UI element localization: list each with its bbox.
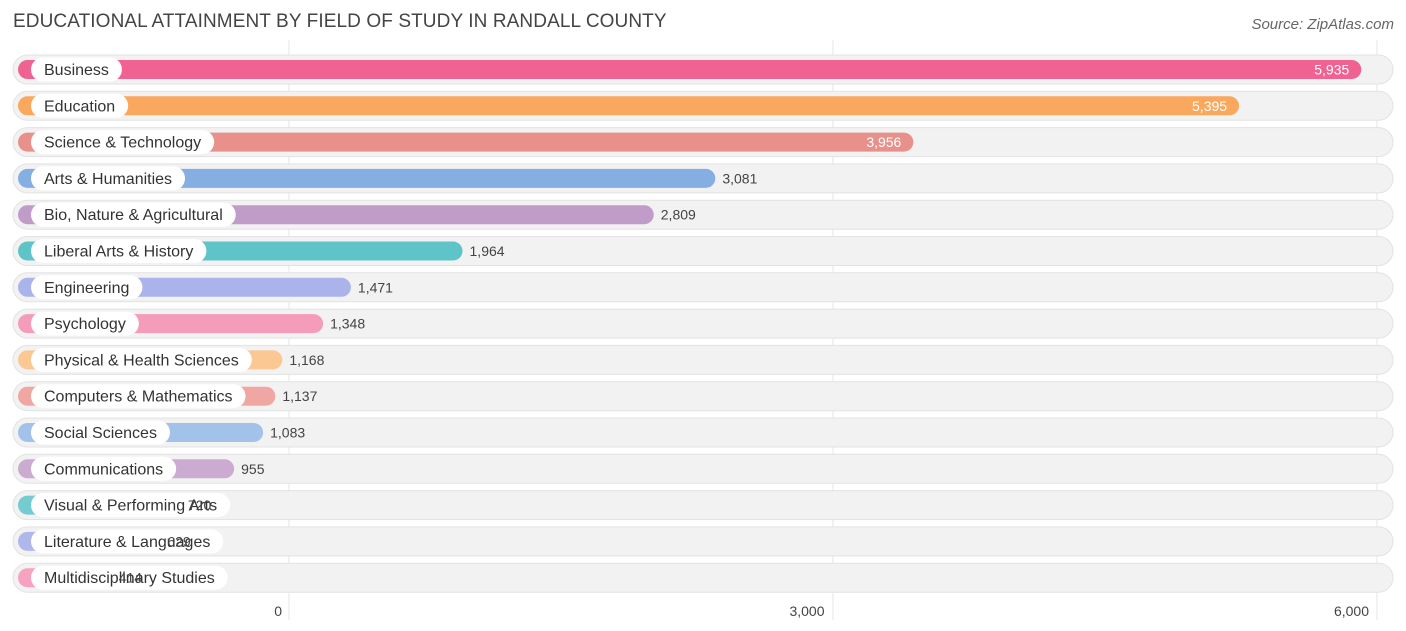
category-label-pill — [31, 202, 236, 227]
category-label: Education — [44, 98, 115, 115]
category-label-pill — [31, 384, 246, 409]
bar-track — [12, 344, 1394, 375]
category-label: Arts & Humanities — [44, 171, 172, 188]
category-label-pill — [31, 529, 224, 554]
value-label: 629 — [167, 533, 191, 549]
bar-row: Science & Technology 3,956 — [12, 127, 1394, 158]
chart-title: EDUCATIONAL ATTAINMENT BY FIELD OF STUDY… — [13, 11, 667, 32]
category-label: Computers & Mathematics — [44, 389, 233, 406]
bar-row: Communications 955 — [12, 453, 1394, 484]
category-label-pill — [31, 347, 252, 372]
category-label-pill — [31, 565, 228, 590]
bar-row: Engineering 1,471 — [12, 272, 1394, 303]
category-label: Multidisciplinary Studies — [44, 570, 215, 587]
bar-track — [12, 526, 1394, 557]
bar-track — [12, 308, 1394, 339]
value-label: 2,809 — [661, 207, 696, 223]
category-label: Social Sciences — [44, 425, 157, 442]
bar-track — [12, 453, 1394, 484]
category-label: Physical & Health Sciences — [44, 352, 239, 369]
value-label: 1,348 — [330, 316, 365, 332]
bar — [18, 96, 1240, 116]
bar-row: Computers & Mathematics 1,137 — [12, 381, 1394, 412]
value-label: 955 — [241, 461, 265, 477]
bar-row: Bio, Nature & Agricultural 2,809 — [12, 199, 1394, 230]
bar-track — [12, 381, 1394, 412]
x-tick-label: 0 — [274, 603, 282, 619]
bar-row: Arts & Humanities 3,081 — [12, 163, 1394, 194]
bar-row: Psychology 1,348 — [12, 308, 1394, 339]
bar-track — [12, 417, 1394, 448]
category-label-pill — [31, 130, 215, 155]
category-label: Liberal Arts & History — [44, 244, 193, 261]
bar-row: Social Sciences 1,083 — [12, 417, 1394, 448]
category-label: Bio, Nature & Agricultural — [44, 207, 223, 224]
value-label: 1,168 — [289, 352, 324, 368]
value-label: 5,935 — [1314, 62, 1349, 78]
chart-source: Source: ZipAtlas.com — [1251, 16, 1394, 33]
value-label: 1,964 — [470, 243, 505, 259]
category-label: Literature & Languages — [44, 534, 210, 551]
category-label: Science & Technology — [44, 135, 201, 152]
category-label-pill — [31, 275, 143, 300]
category-label-pill — [31, 311, 139, 336]
bar-track — [12, 562, 1394, 593]
category-label-pill — [31, 456, 177, 481]
bar-track — [12, 272, 1394, 303]
category-label-pill — [31, 166, 186, 191]
value-label: 1,137 — [282, 388, 317, 404]
category-label: Visual & Performing Arts — [44, 498, 217, 515]
category-label: Business — [44, 62, 109, 79]
value-label: 1,083 — [270, 425, 305, 441]
bar-row: Liberal Arts & History 1,964 — [12, 236, 1394, 266]
value-label: 5,395 — [1192, 98, 1227, 114]
value-label: 3,956 — [866, 134, 901, 150]
category-label-pill — [31, 239, 207, 263]
category-label-pill — [31, 57, 122, 82]
category-label: Engineering — [44, 280, 129, 297]
bar — [18, 60, 1362, 79]
bar-row: Education 5,395 — [12, 90, 1394, 121]
bar-track — [12, 490, 1394, 521]
value-label: 414 — [119, 570, 143, 586]
bar-row: Business 5,935 — [12, 54, 1394, 85]
category-label-pill — [31, 493, 231, 518]
x-tick-label: 3,000 — [789, 603, 824, 619]
value-label: 3,081 — [722, 170, 757, 186]
bar-row: Physical & Health Sciences 1,168 — [12, 344, 1394, 375]
value-label: 720 — [188, 497, 212, 513]
category-label: Communications — [44, 461, 163, 478]
category-label: Psychology — [44, 316, 126, 333]
bar — [18, 168, 716, 188]
bar — [18, 132, 914, 152]
x-tick-label: 6,000 — [1334, 603, 1369, 619]
category-label-pill — [31, 93, 129, 118]
value-label: 1,471 — [358, 279, 393, 295]
category-label-pill — [31, 420, 170, 445]
